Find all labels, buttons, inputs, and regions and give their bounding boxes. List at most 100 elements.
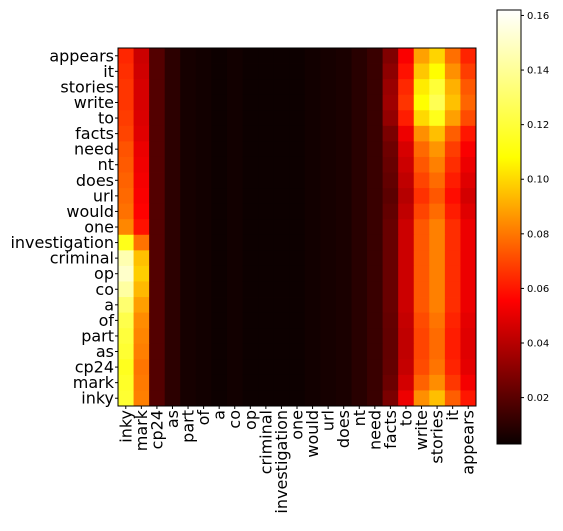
heatmap-cell (398, 390, 415, 407)
heatmap-cell (195, 141, 212, 158)
heatmap-cell (180, 110, 197, 127)
heatmap-cell (211, 141, 228, 158)
heatmap-cell (226, 63, 243, 80)
heatmap-cell (273, 343, 290, 360)
heatmap-cell (242, 281, 259, 298)
y-tick-label: stories (60, 77, 114, 96)
heatmap-cell (444, 390, 461, 407)
heatmap-cell (180, 312, 197, 329)
heatmap-cell (118, 79, 134, 96)
heatmap-cell (180, 390, 197, 407)
heatmap-cell (133, 219, 150, 236)
heatmap-cell (351, 281, 368, 298)
heatmap-cell (460, 234, 477, 251)
heatmap-cell (382, 79, 399, 96)
heatmap-cell (118, 265, 134, 282)
colorbar-tick-label: 0.02 (527, 393, 549, 404)
y-tick-label: need (74, 140, 114, 159)
heatmap-cell (413, 328, 430, 345)
heatmap-cell (289, 343, 306, 360)
heatmap-cell (180, 374, 197, 391)
heatmap-cell (118, 63, 134, 80)
heatmap-cell (195, 312, 212, 329)
heatmap-cell (164, 48, 181, 64)
y-tick-label: appears (49, 46, 114, 65)
heatmap-cell (149, 203, 166, 220)
heatmap-cell (164, 234, 181, 251)
heatmap-cell (289, 156, 306, 173)
heatmap-cell (164, 390, 181, 407)
heatmap-cell (351, 125, 368, 142)
x-tick-label: would (303, 410, 322, 458)
heatmap-cell (211, 234, 228, 251)
heatmap-cell (195, 281, 212, 298)
heatmap-cell (367, 297, 384, 314)
heatmap-cell (320, 343, 337, 360)
heatmap-cell (289, 79, 306, 96)
heatmap-cell (133, 48, 150, 64)
heatmap-cell (335, 374, 352, 391)
heatmap-cell (413, 219, 430, 236)
heatmap-cell (289, 250, 306, 267)
heatmap-cell (460, 110, 477, 127)
heatmap-cell (242, 79, 259, 96)
heatmap-cell (413, 156, 430, 173)
heatmap-cell (258, 219, 275, 236)
heatmap-cell (149, 250, 166, 267)
heatmap-cell (382, 94, 399, 111)
heatmap-cell (149, 265, 166, 282)
heatmap-cell (118, 390, 134, 407)
heatmap-cell (398, 203, 415, 220)
heatmap-cell (460, 359, 477, 376)
heatmap-cell (226, 343, 243, 360)
heatmap-cell (211, 172, 228, 189)
heatmap-cell (429, 203, 446, 220)
heatmap-cell (273, 141, 290, 158)
heatmap-cell (320, 234, 337, 251)
heatmap-cell (351, 374, 368, 391)
heatmap-cell (351, 234, 368, 251)
x-tick-label: co (225, 410, 244, 429)
heatmap-cell (118, 156, 134, 173)
heatmap-cell (242, 250, 259, 267)
x-tick-label: it (443, 410, 462, 421)
heatmap-cell (118, 297, 134, 314)
heatmap-cell (180, 63, 197, 80)
heatmap-cell (118, 374, 134, 391)
heatmap-cell (149, 219, 166, 236)
heatmap-cell (149, 359, 166, 376)
heatmap-cell (382, 48, 399, 64)
heatmap-cell (382, 141, 399, 158)
heatmap-cell (195, 374, 212, 391)
heatmap-cell (304, 297, 321, 314)
heatmap-cell (164, 374, 181, 391)
y-tick-labels: appearsitstorieswritetofactsneedntdoesur… (10, 46, 118, 408)
heatmap-cell (242, 63, 259, 80)
heatmap-cell (429, 312, 446, 329)
heatmap-cell (304, 234, 321, 251)
heatmap-cell (149, 63, 166, 80)
heatmap-cell (289, 48, 306, 64)
heatmap-cell (398, 250, 415, 267)
y-tick-label: as (96, 342, 114, 361)
heatmap-cell (320, 63, 337, 80)
x-tick-label: part (179, 410, 198, 443)
heatmap-cell (258, 312, 275, 329)
colorbar-tick-label: 0.14 (527, 66, 549, 77)
heatmap-cell (133, 312, 150, 329)
heatmap-cell (304, 156, 321, 173)
heatmap-cell (335, 359, 352, 376)
heatmap-cell (289, 110, 306, 127)
y-tick-label: of (99, 311, 115, 330)
heatmap-cell (133, 359, 150, 376)
y-tick-label: write (74, 93, 114, 112)
y-tick-label: op (94, 264, 114, 283)
heatmap-cell (320, 312, 337, 329)
heatmap-cell (382, 343, 399, 360)
heatmap-cell (133, 79, 150, 96)
heatmap-cell (444, 374, 461, 391)
heatmap-cell (429, 250, 446, 267)
heatmap-cell (460, 312, 477, 329)
heatmap-cell (335, 203, 352, 220)
heatmap-cell (304, 250, 321, 267)
